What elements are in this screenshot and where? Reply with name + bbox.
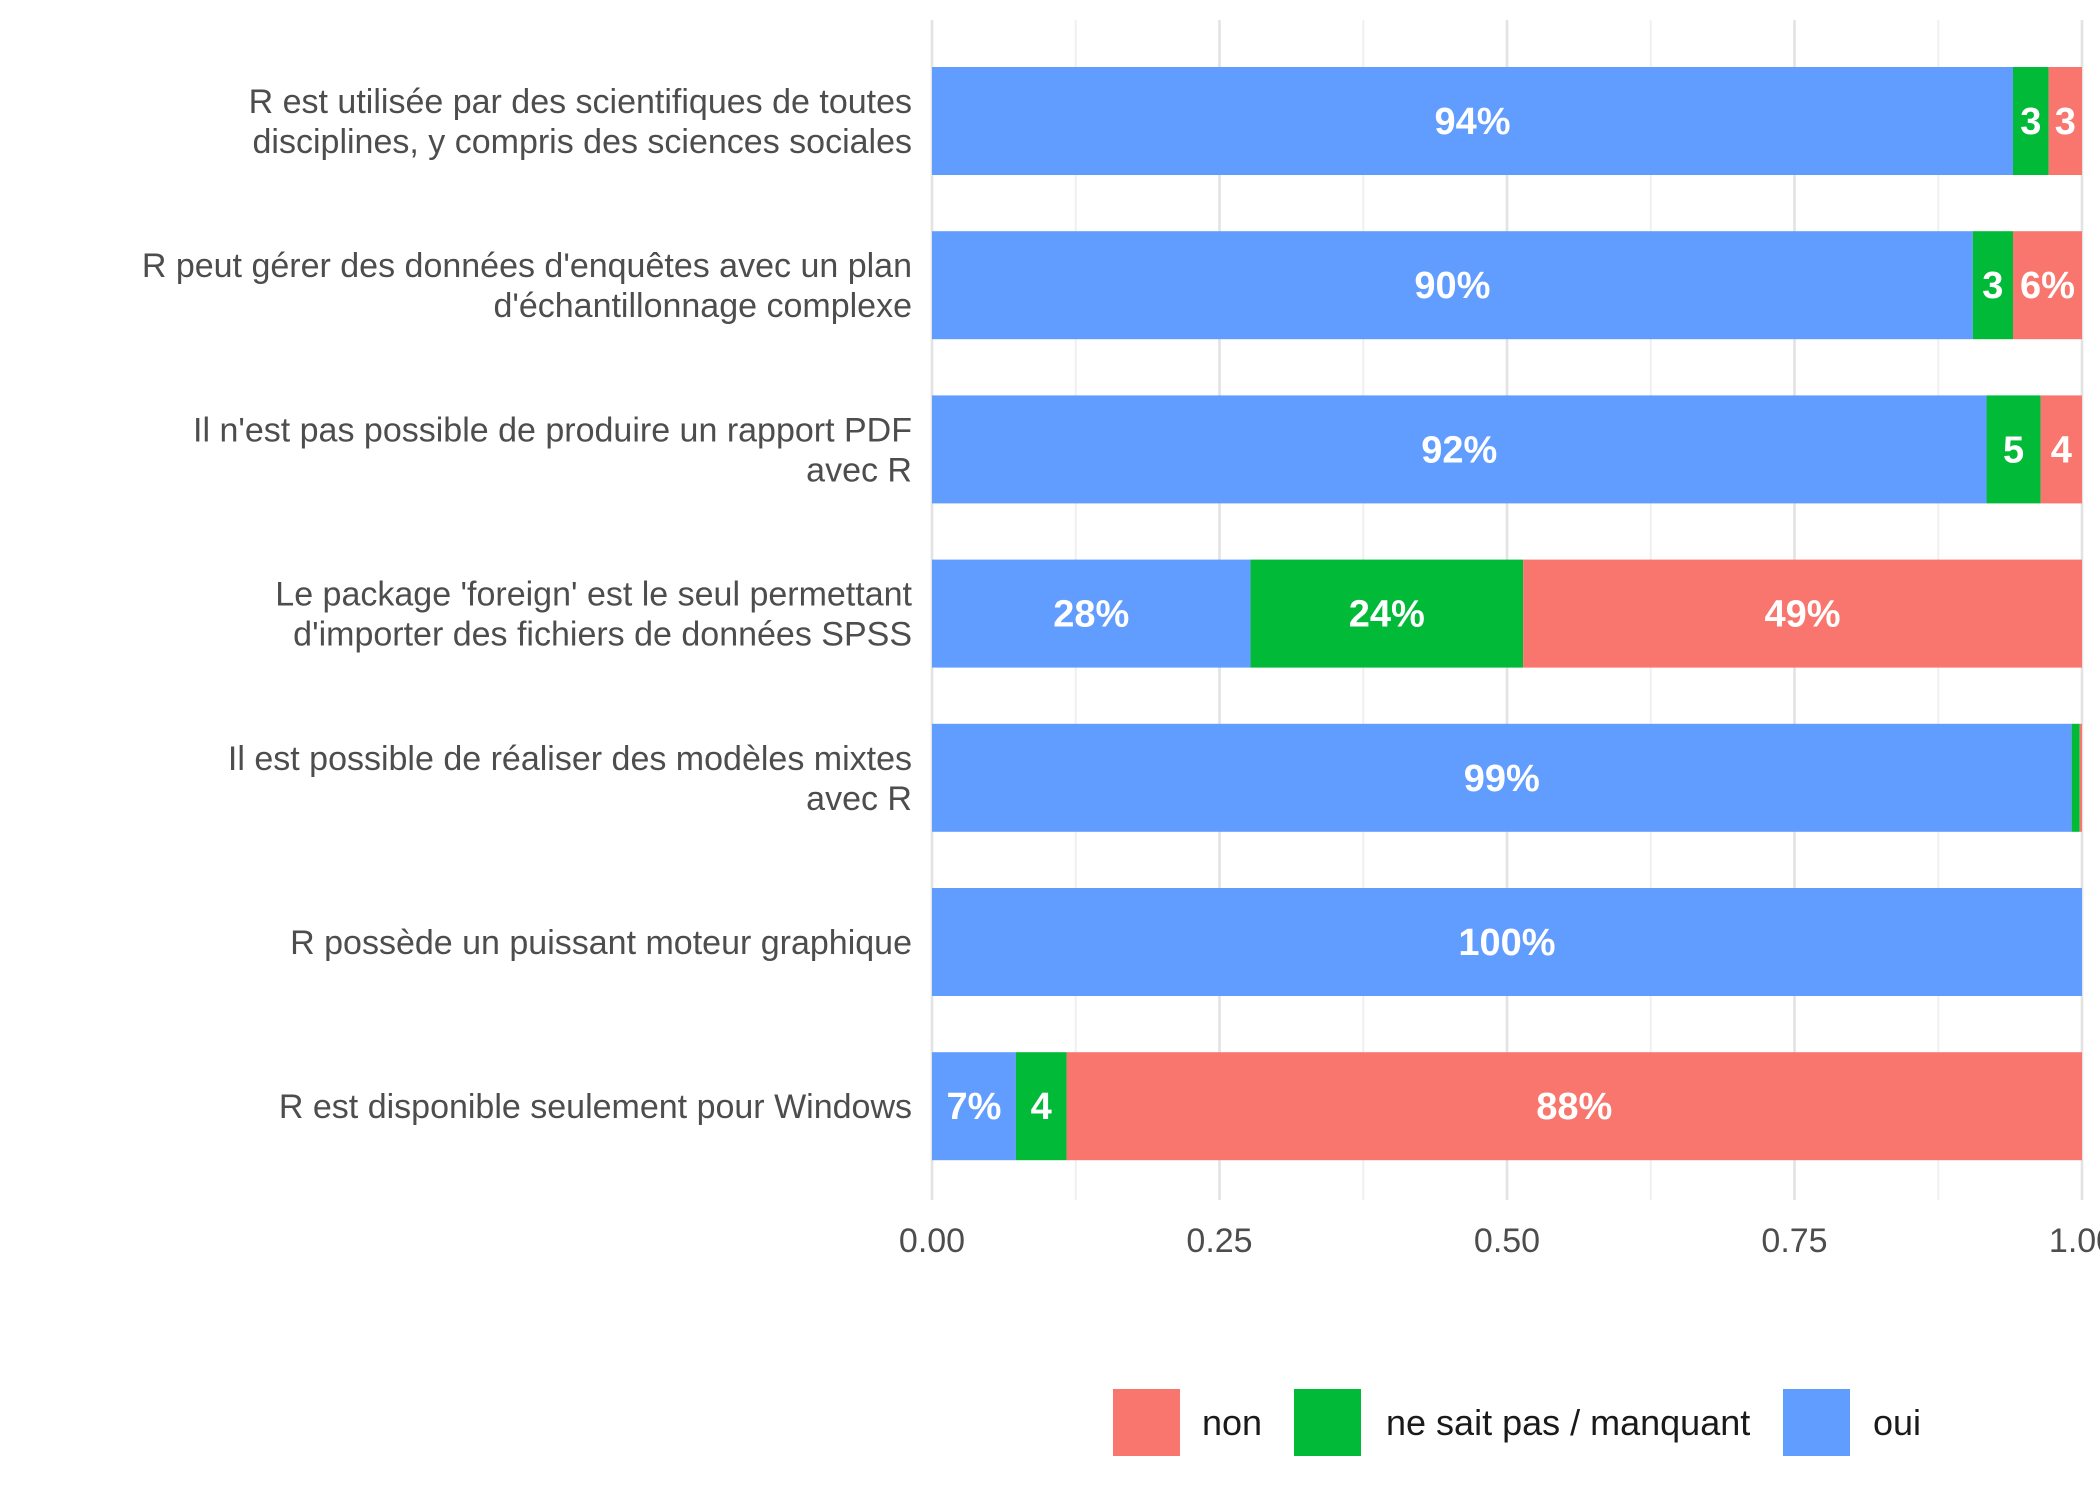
category-label: Le package 'foreign' est le seul permett… bbox=[275, 576, 912, 654]
bar-value-label: 6% bbox=[2020, 265, 2075, 307]
category-label-line: Il est possible de réaliser des modèles … bbox=[228, 740, 912, 778]
bar-row: 7% 4 88% bbox=[932, 1052, 2082, 1161]
bar-segment-oui bbox=[932, 395, 1987, 504]
bar-segment-oui bbox=[932, 231, 1973, 340]
x-tick-label: 0.00 bbox=[899, 1222, 965, 1260]
bar-value-label: 4 bbox=[2051, 429, 2072, 471]
category-label-line: avec R bbox=[806, 780, 912, 818]
x-axis-ticks: 0.00 0.25 0.50 0.75 1.00 bbox=[899, 1222, 2100, 1260]
bar-row: 28% 24% 49% bbox=[932, 559, 2082, 668]
category-label: R peut gérer des données d'enquêtes avec… bbox=[142, 247, 912, 325]
bars: 94% 3 390% 3 6%92% 5 428% 24% 49%99%100%7% 4 88% bbox=[932, 67, 2082, 1161]
bar-value-label: 4 bbox=[1031, 1086, 1052, 1128]
legend-label: oui bbox=[1873, 1402, 1921, 1443]
bar-segment-non bbox=[2048, 67, 2082, 175]
bar-segment-ne-sait-pas-manquant bbox=[2013, 67, 2049, 175]
category-label: R est utilisée par des scientifiques de … bbox=[249, 83, 912, 161]
category-label-line: avec R bbox=[806, 451, 912, 489]
bar-value-label: 3 bbox=[2020, 101, 2041, 143]
category-label: R possède un puissant moteur graphique bbox=[290, 924, 912, 962]
category-label-line: R est utilisée par des scientifiques de … bbox=[249, 83, 912, 121]
bar-value-label: 49% bbox=[1765, 594, 1841, 636]
bar-segment-non bbox=[1523, 559, 2082, 668]
bar-value-label: 3 bbox=[1982, 265, 2003, 307]
bar-row: 94% 3 3 bbox=[932, 67, 2082, 175]
bar-value-label: 94% bbox=[1434, 101, 1510, 143]
bar-segment-ne-sait-pas-manquant bbox=[1250, 559, 1524, 668]
legend-label: non bbox=[1202, 1402, 1262, 1443]
bar-value-label: 88% bbox=[1536, 1086, 1612, 1128]
category-label-line: d'échantillonnage complexe bbox=[493, 287, 912, 325]
category-labels: R est utilisée par des scientifiques de … bbox=[142, 83, 913, 1126]
bar-value-label: 7% bbox=[947, 1086, 1002, 1128]
bar-segment-ne-sait-pas-manquant bbox=[1986, 395, 2041, 504]
bar-value-label: 28% bbox=[1053, 594, 1129, 636]
bar-segment-ne-sait-pas-manquant bbox=[1972, 231, 2013, 340]
bar-segment-oui bbox=[932, 1052, 1016, 1161]
legend-key bbox=[1294, 1389, 1361, 1456]
category-label-line: R est disponible seulement pour Windows bbox=[279, 1088, 912, 1126]
bar-segment-ne-sait-pas-manquant bbox=[1015, 1052, 1067, 1161]
bar-row: 100% bbox=[932, 888, 2082, 996]
bar-value-label: 92% bbox=[1421, 429, 1497, 471]
bar-value-label: 5 bbox=[2003, 429, 2024, 471]
category-label: R est disponible seulement pour Windows bbox=[279, 1088, 912, 1126]
x-tick-label: 1.00 bbox=[2049, 1222, 2100, 1260]
bar-value-label: 3 bbox=[2055, 101, 2076, 143]
x-tick-label: 0.25 bbox=[1186, 1222, 1252, 1260]
bar-value-label: 90% bbox=[1414, 265, 1490, 307]
bar-row: 90% 3 6% bbox=[932, 231, 2082, 340]
category-label-line: disciplines, y compris des sciences soci… bbox=[253, 123, 912, 161]
bar-segment-non bbox=[1066, 1052, 2082, 1161]
x-tick-label: 0.75 bbox=[1761, 1222, 1827, 1260]
x-tick-label: 0.50 bbox=[1474, 1222, 1540, 1260]
bar-segment-ne-sait-pas-manquant bbox=[2071, 723, 2080, 832]
legend: non ne sait pas / manquant oui bbox=[1113, 1389, 1921, 1456]
category-label-line: Il n'est pas possible de produire un rap… bbox=[193, 411, 912, 449]
bar-segment-oui bbox=[932, 559, 1251, 668]
category-label-line: Le package 'foreign' est le seul permett… bbox=[275, 576, 912, 614]
bar-value-label: 24% bbox=[1349, 594, 1425, 636]
legend-label: ne sait pas / manquant bbox=[1386, 1402, 1750, 1443]
bar-value-label: 99% bbox=[1464, 758, 1540, 800]
category-label-line: R peut gérer des données d'enquêtes avec… bbox=[142, 247, 912, 285]
bar-row: 92% 5 4 bbox=[932, 395, 2082, 504]
bar-segment-non bbox=[2040, 395, 2082, 504]
bar-value-label: 100% bbox=[1458, 922, 1555, 964]
category-label-line: d'importer des fichiers de données SPSS bbox=[293, 616, 912, 654]
bar-segment-non bbox=[2079, 723, 2082, 832]
legend-key bbox=[1113, 1389, 1180, 1456]
bar-segment-oui bbox=[932, 723, 2072, 832]
bar-segment-oui bbox=[932, 67, 2013, 175]
category-label-line: R possède un puissant moteur graphique bbox=[290, 924, 912, 962]
category-label: Il est possible de réaliser des modèles … bbox=[228, 740, 912, 818]
bar-row: 99% bbox=[932, 723, 2082, 832]
category-label: Il n'est pas possible de produire un rap… bbox=[193, 411, 912, 489]
bar-segment-non bbox=[2013, 231, 2082, 340]
legend-key bbox=[1783, 1389, 1850, 1456]
bar-segment-oui bbox=[932, 888, 2082, 996]
